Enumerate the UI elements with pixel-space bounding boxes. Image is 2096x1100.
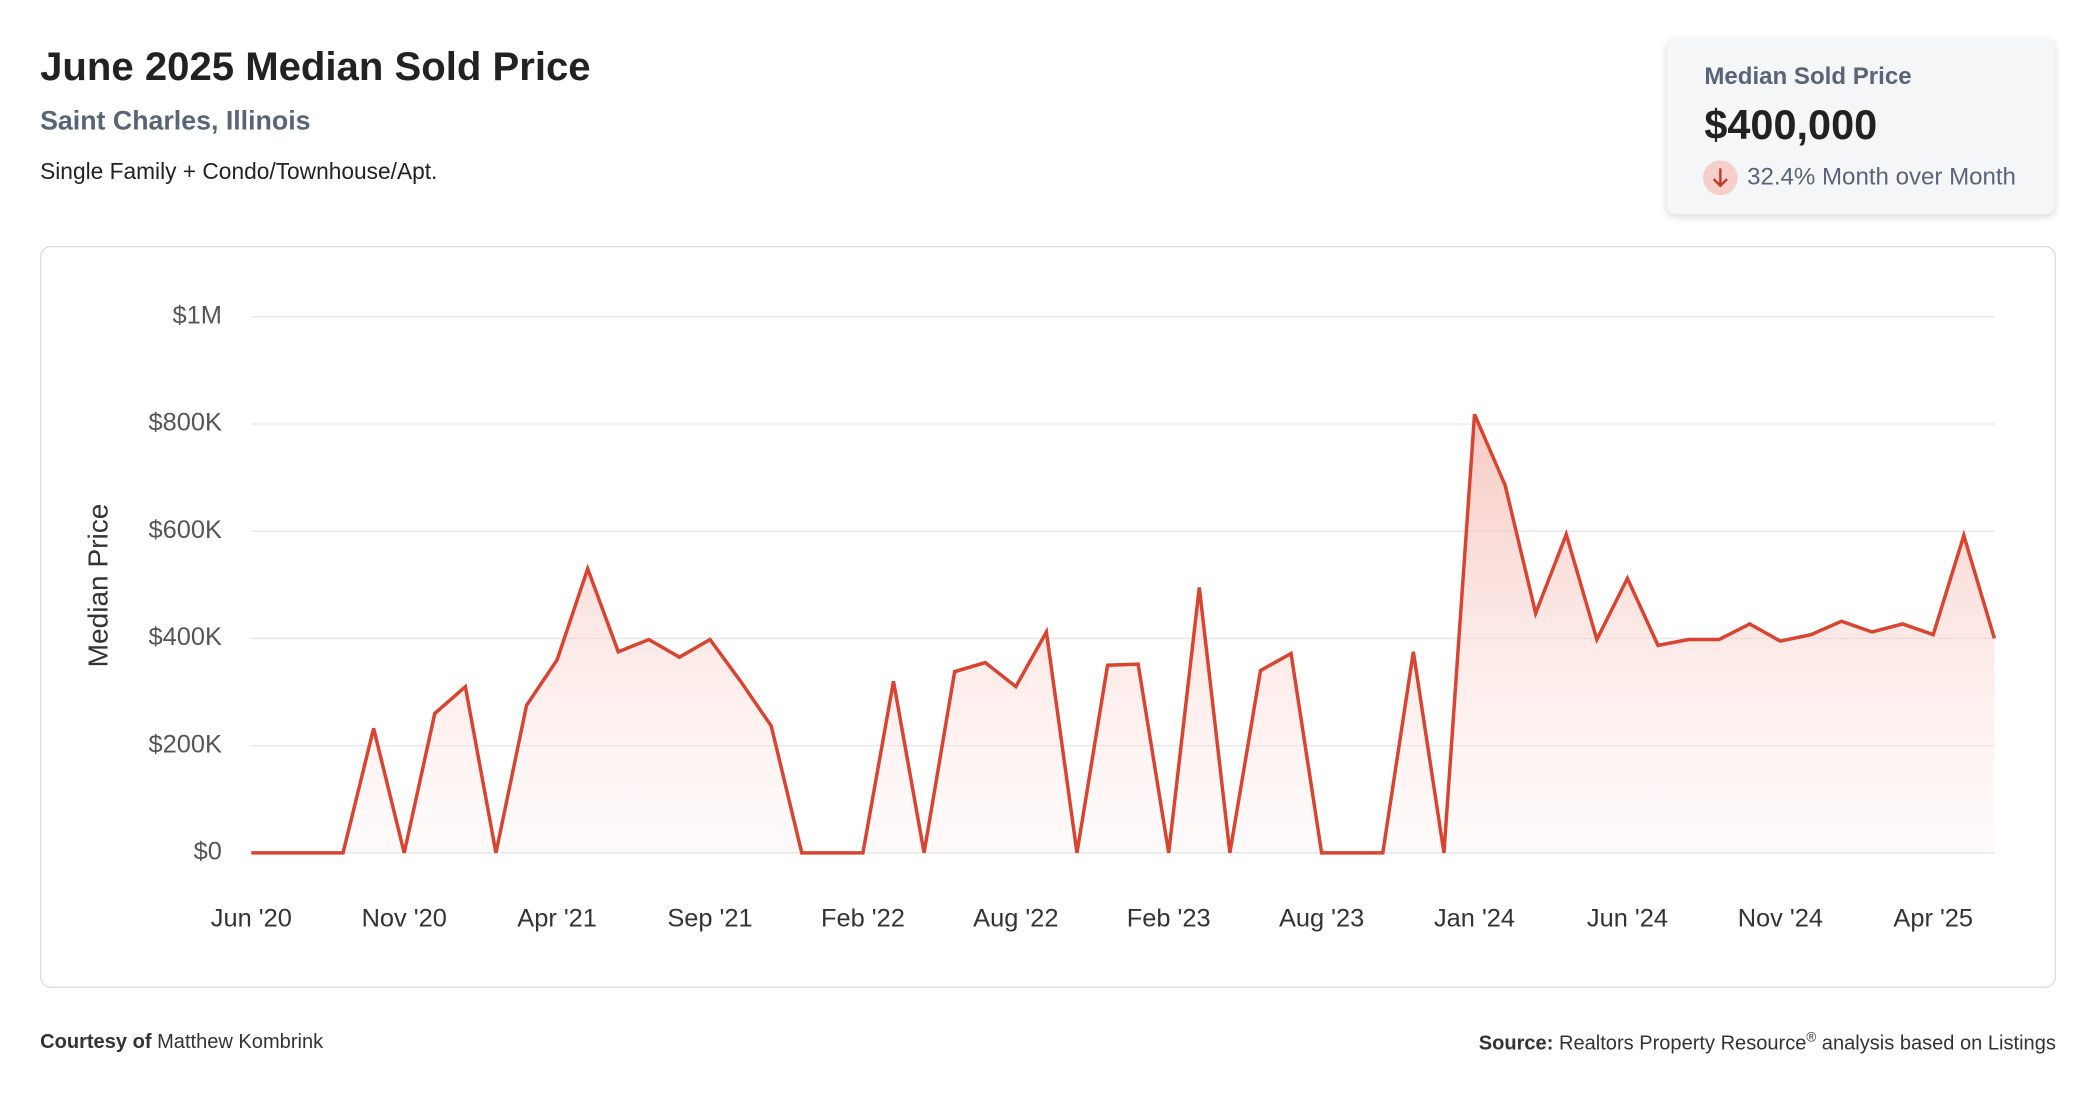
- x-tick-label: Nov '24: [1738, 904, 1823, 932]
- x-tick-label: Apr '25: [1893, 904, 1973, 932]
- x-tick-label: Jun '24: [1587, 904, 1668, 932]
- subtitle: Saint Charles, Illinois: [40, 106, 311, 137]
- source: Source: Realtors Property Resource® anal…: [1479, 1031, 2056, 1055]
- courtesy-name: Matthew Kombrink: [157, 1030, 324, 1054]
- x-tick-label: Sep '21: [667, 904, 752, 932]
- summary-card: Median Sold Price $400,000 32.4% Month o…: [1666, 38, 2055, 214]
- y-axis-title: Median Price: [83, 504, 114, 668]
- x-tick-label: Jan '24: [1434, 904, 1515, 932]
- source-mark: ®: [1806, 1030, 1817, 1046]
- card-label: Median Sold Price: [1704, 62, 1912, 90]
- x-tick-label: Feb '22: [821, 904, 905, 932]
- x-tick-label: Aug '23: [1279, 904, 1364, 932]
- courtesy-label: Courtesy of: [40, 1030, 152, 1054]
- line: [251, 413, 1997, 855]
- y-tick-label: $400K: [149, 623, 222, 651]
- title: June 2025 Median Sold Price: [40, 45, 591, 90]
- x-tick-label: Aug '22: [973, 904, 1058, 932]
- card-change: 32.4% Month over Month: [1747, 163, 2016, 190]
- card-value: $400,000: [1704, 101, 1878, 149]
- y-tick-label: $0: [194, 838, 222, 866]
- down-arrow-icon: [1702, 160, 1738, 196]
- chart-frame: [40, 245, 2056, 988]
- x-tick-label: Nov '20: [362, 904, 447, 932]
- y-tick-label: $1M: [173, 302, 222, 330]
- area: [251, 414, 1995, 853]
- y-tick-label: $200K: [149, 730, 222, 758]
- y-tick-label: $600K: [149, 516, 222, 544]
- source-rest: analysis based on Listings: [1816, 1031, 2056, 1055]
- arrow: [1712, 168, 1728, 188]
- source-label: Source:: [1478, 1031, 1554, 1055]
- segment: Single Family + Condo/Townhouse/Apt.: [40, 159, 438, 185]
- source-name: Realtors Property Resource: [1558, 1031, 1807, 1055]
- x-tick-label: Apr '21: [517, 904, 597, 932]
- courtesy: Courtesy of Matthew Kombrink: [40, 1031, 323, 1054]
- x-tick-label: Jun '20: [211, 904, 292, 932]
- y-tick-label: $800K: [149, 409, 222, 437]
- x-tick-label: Feb '23: [1127, 904, 1211, 932]
